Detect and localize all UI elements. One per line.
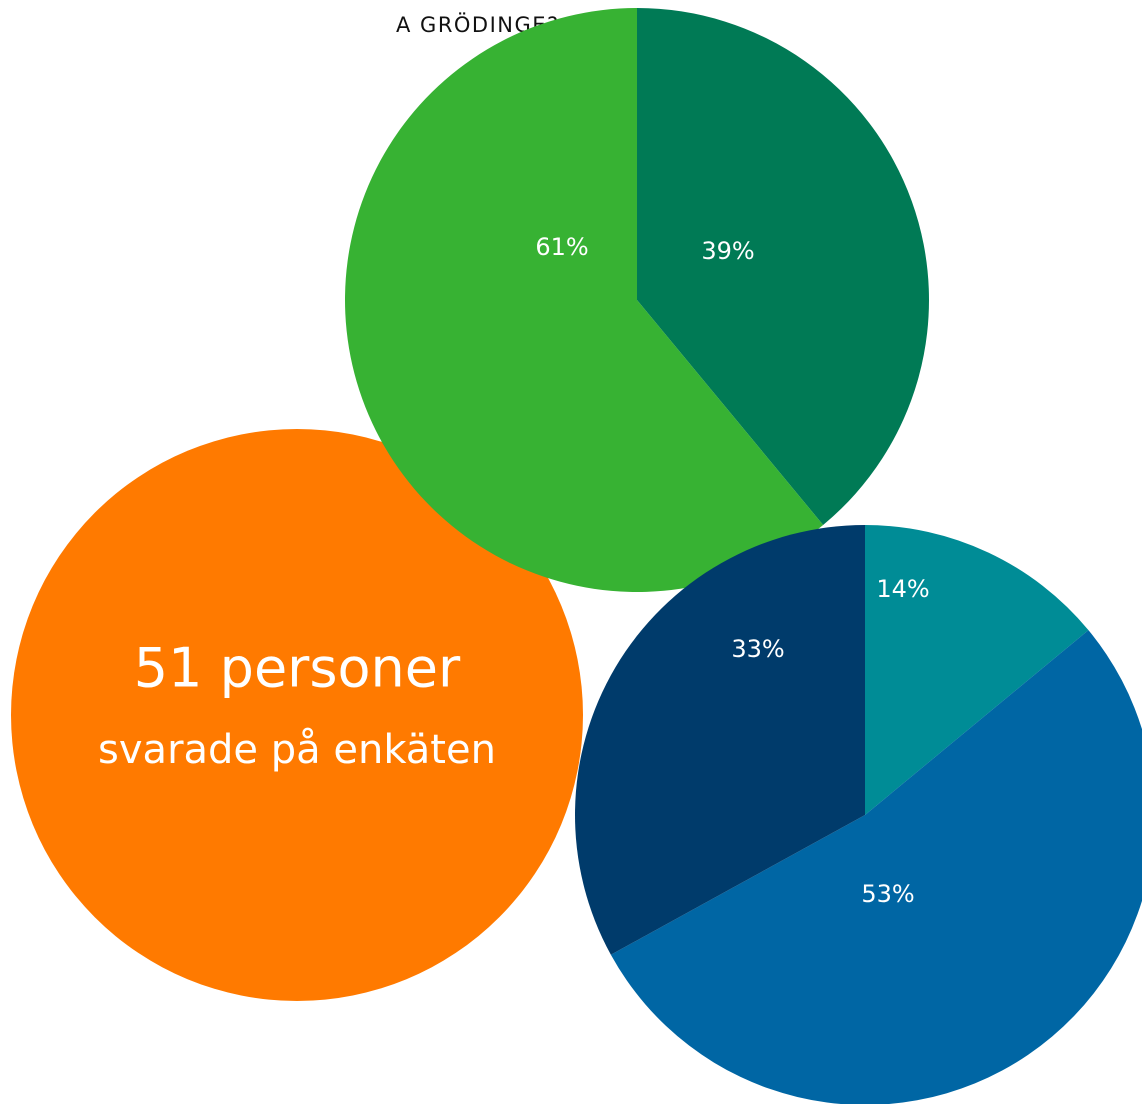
pie-slice: [574, 525, 865, 955]
slice-label: 53%: [861, 880, 914, 908]
pie-slice: [637, 8, 929, 525]
pie-slice: [610, 630, 1142, 1104]
slice-label: 14%: [876, 575, 929, 603]
slice-label: 33%: [731, 635, 784, 663]
pie-slice: [345, 8, 824, 592]
pie-slice: [865, 525, 1089, 815]
pies: 39% 61% 14% 53% 33%: [345, 8, 1142, 1104]
callout-circle: [11, 429, 583, 1001]
callout-headline: 51 personer: [134, 637, 461, 700]
slice-label: 39%: [701, 237, 754, 265]
slice-label: 61%: [535, 233, 588, 261]
callout-subline: svarade på enkäten: [98, 727, 496, 773]
